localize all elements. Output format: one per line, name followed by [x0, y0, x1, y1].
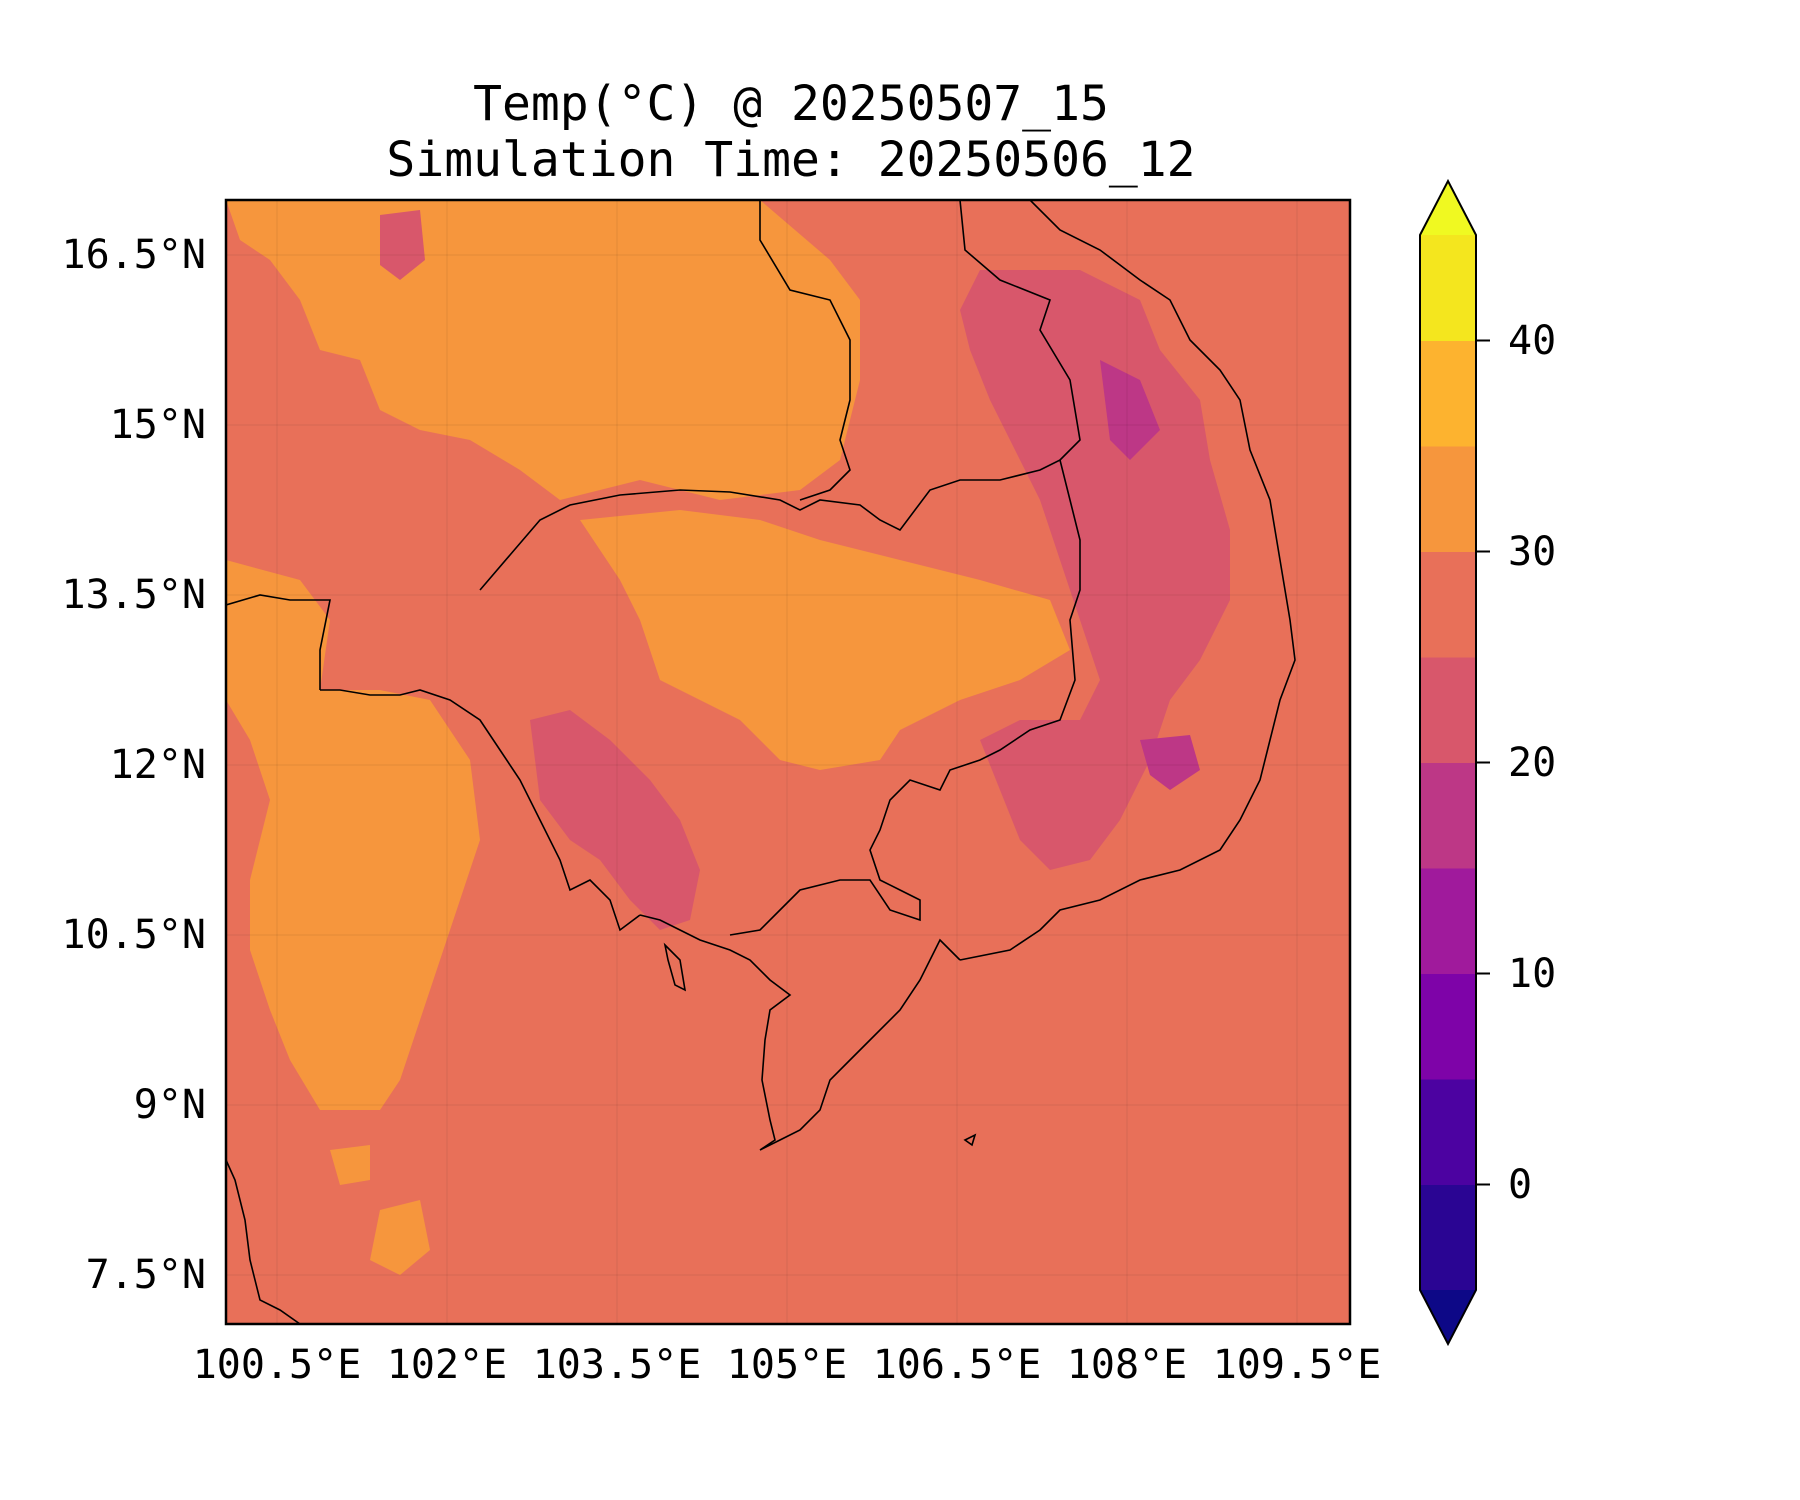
colorbar-ticks: 40 30 20 10 0	[1508, 318, 1556, 1208]
lon-tick-label: 109.5°E	[1213, 1342, 1382, 1388]
cool-patch-north	[380, 210, 425, 280]
warm-region-central	[580, 510, 1070, 770]
colorbar-extend-max	[1420, 181, 1476, 235]
island-condao	[963, 1133, 977, 1147]
colorbar-tick-label: 20	[1508, 740, 1556, 786]
colorbar-band	[1420, 868, 1476, 974]
colorbar	[1419, 178, 1490, 1347]
colorbar-tick-label: 0	[1508, 1162, 1532, 1208]
colorbar-band	[1420, 446, 1476, 552]
colorbar-tick-label: 30	[1508, 529, 1556, 575]
lat-tick-label: 15°N	[110, 402, 206, 448]
border-laos-vietnam	[959, 200, 1081, 461]
lon-tick-label: 100.5°E	[193, 1342, 362, 1388]
lon-tick-label: 108°E	[1067, 1342, 1187, 1388]
colorbar-band	[1420, 762, 1476, 869]
coastline-delta	[639, 914, 961, 1151]
colorbar-tick-label: 10	[1508, 951, 1556, 997]
cool-region-sw	[530, 710, 700, 930]
colorbar-band	[1420, 551, 1476, 658]
coastlines-borders	[226, 200, 1296, 1324]
cool-region-east	[960, 270, 1230, 870]
lon-tick-label: 105°E	[727, 1342, 847, 1388]
colorbar-band	[1420, 1079, 1476, 1185]
colorbar-tick-label: 40	[1508, 318, 1556, 364]
lat-tick-label: 16.5°N	[62, 232, 207, 278]
coastline-vietnam	[959, 200, 1296, 961]
lat-tick-label: 9°N	[134, 1082, 206, 1128]
island-phuquoc	[663, 942, 687, 992]
lon-tick-label: 103.5°E	[533, 1342, 702, 1388]
colorbar-band	[1420, 340, 1476, 447]
colorbar-band	[1420, 1184, 1476, 1291]
lat-tick-label: 13.5°N	[62, 572, 207, 618]
colorbar-band	[1420, 235, 1476, 341]
colorbar-band	[1420, 973, 1476, 1080]
border-cambodia	[479, 458, 1081, 936]
border-laos-thailand	[759, 200, 851, 501]
map-subtitle: Simulation Time: 20250506_12	[386, 132, 1196, 188]
warm-region-west	[226, 560, 480, 1110]
colorbar-band	[1420, 657, 1476, 763]
warm-patch-south	[330, 1145, 430, 1275]
warm-region-north	[226, 200, 860, 500]
lon-tick-label: 106.5°E	[873, 1342, 1042, 1388]
map-title: Temp(°C) @ 20250507_15	[473, 76, 1109, 132]
lat-axis: 16.5°N 15°N 13.5°N 12°N 10.5°N 9°N 7.5°N	[62, 232, 207, 1298]
lon-axis: 100.5°E 102°E 103.5°E 105°E 106.5°E 108°…	[193, 1342, 1382, 1388]
lon-tick-label: 102°E	[387, 1342, 507, 1388]
colorbar-outline	[1419, 178, 1477, 1347]
temperature-field	[226, 200, 1350, 1324]
lat-tick-label: 12°N	[110, 742, 206, 788]
coastline-gulf	[320, 689, 641, 932]
lat-tick-label: 7.5°N	[86, 1252, 206, 1298]
border-thailand-west	[226, 594, 331, 690]
cooler-patch-east	[1100, 360, 1200, 790]
map-frame	[224, 198, 1352, 1326]
coastline-peninsula	[226, 1159, 301, 1324]
colorbar-extend-min	[1420, 1290, 1476, 1344]
lat-tick-label: 10.5°N	[62, 912, 207, 958]
